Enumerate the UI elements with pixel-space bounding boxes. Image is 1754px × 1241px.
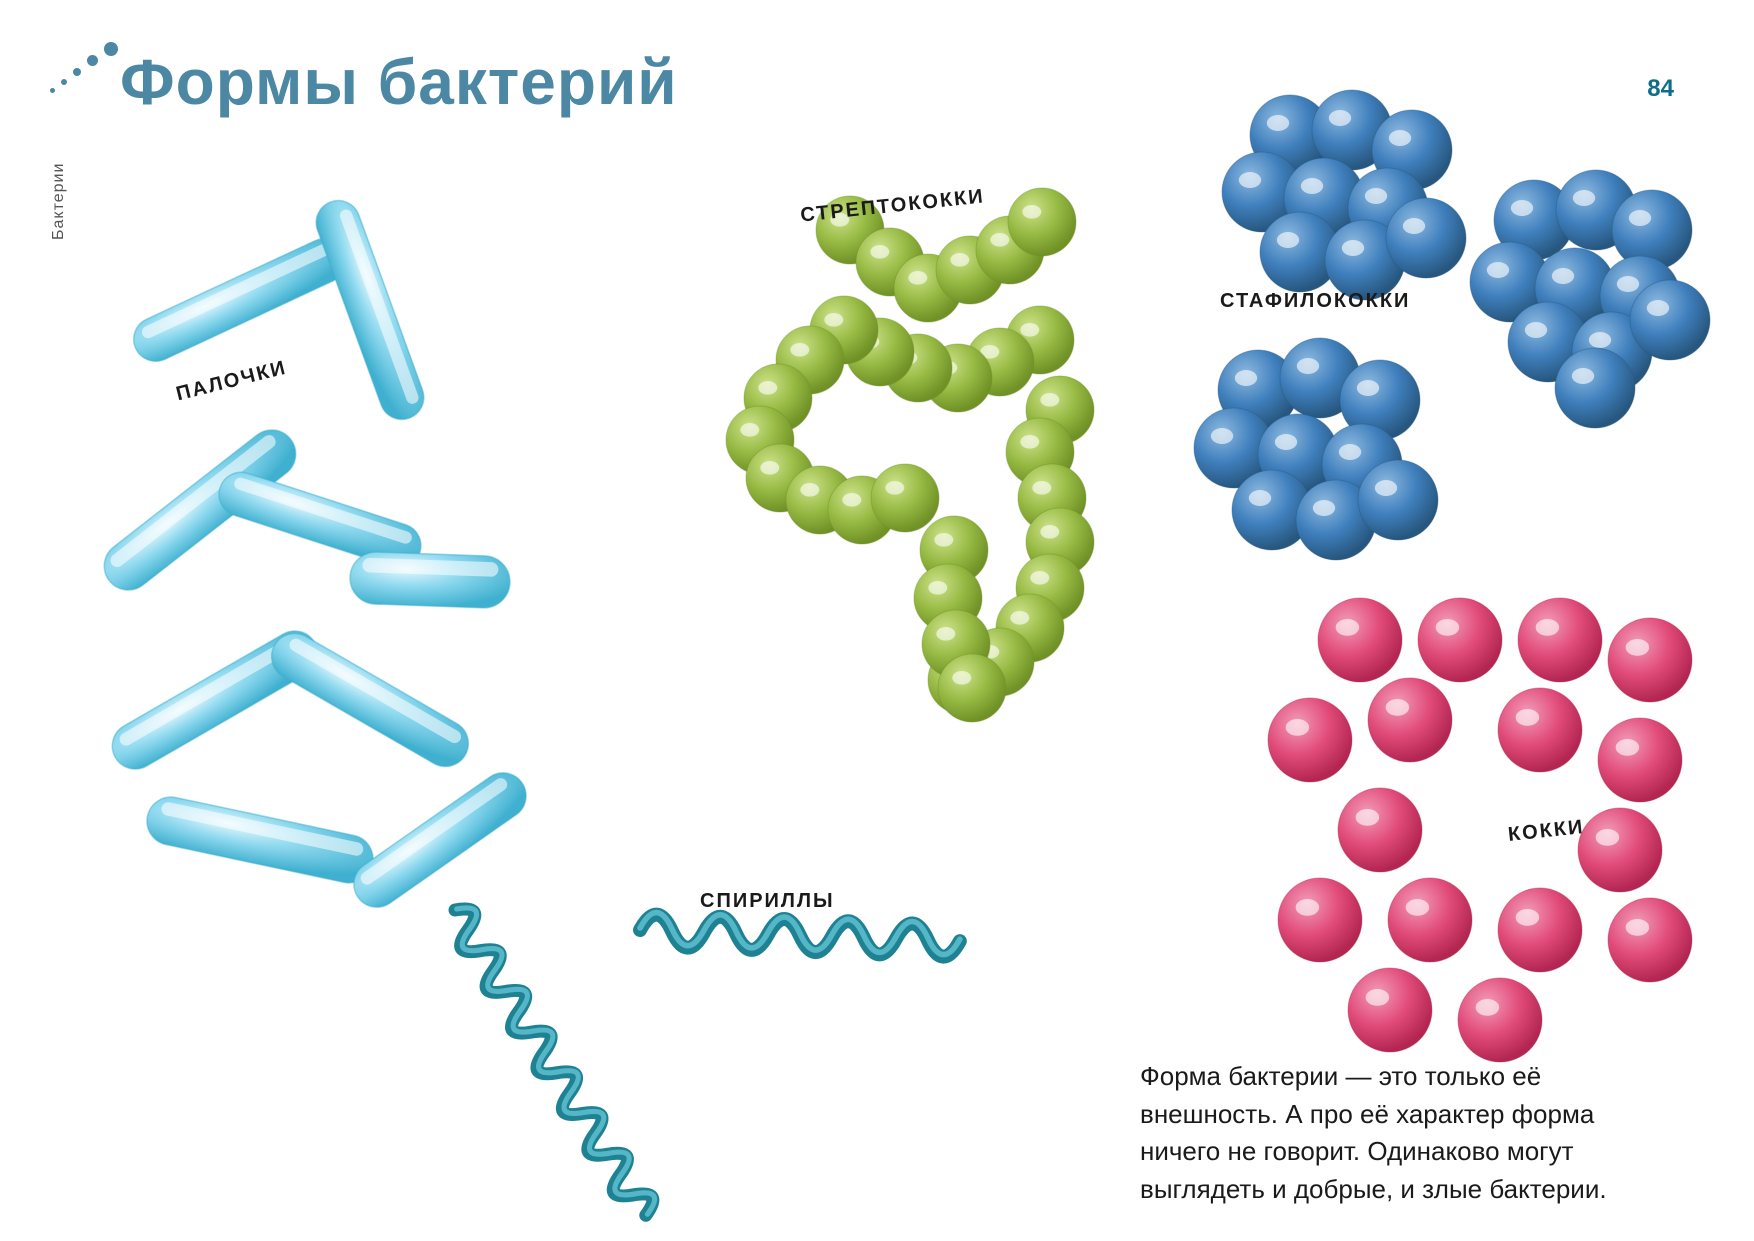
page-title: Формы бактерий (120, 45, 678, 119)
rods-label: ПАЛОЧКИ (174, 357, 289, 407)
staphylococci-label: СТАФИЛОКОККИ (1220, 290, 1410, 313)
page-number: 84 (1647, 75, 1674, 103)
spirilla-group (442, 901, 960, 1223)
diagram-canvas (0, 0, 1754, 1241)
title-dots-icon (50, 70, 114, 89)
streptococci-group (726, 188, 1094, 722)
spirilla-label: СПИРИЛЛЫ (700, 890, 835, 913)
body-paragraph: Форма бактерии — это только её внешность… (1140, 1058, 1660, 1209)
streptococci-label: СТРЕПТОКОККИ (799, 185, 985, 227)
rods-group (95, 194, 536, 916)
staphylococci-group (1194, 90, 1710, 560)
cocci-group (1268, 598, 1692, 1062)
cocci-label: КОККИ (1507, 816, 1586, 847)
section-side-label: Бактерии (50, 163, 68, 240)
